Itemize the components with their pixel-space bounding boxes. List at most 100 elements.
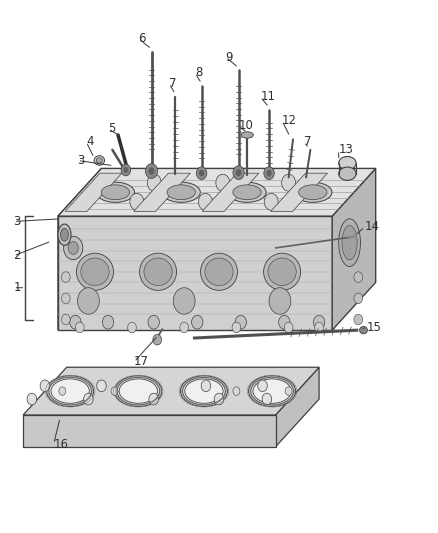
Ellipse shape [253,379,291,403]
Ellipse shape [339,219,360,266]
Ellipse shape [47,376,94,407]
Circle shape [40,380,49,392]
Circle shape [354,272,363,282]
Ellipse shape [51,379,89,403]
Circle shape [78,288,99,314]
Circle shape [124,167,128,173]
Circle shape [84,393,93,405]
Text: 6: 6 [138,32,146,45]
Ellipse shape [60,228,68,241]
Circle shape [315,322,323,333]
Polygon shape [276,367,319,447]
Ellipse shape [180,376,227,407]
Polygon shape [23,415,276,447]
Circle shape [64,236,83,260]
Ellipse shape [360,326,367,334]
Circle shape [191,316,203,329]
Ellipse shape [167,185,195,200]
Circle shape [266,170,272,176]
Circle shape [75,322,84,333]
Ellipse shape [228,182,266,203]
Text: 5: 5 [108,122,115,135]
Circle shape [173,288,195,314]
Polygon shape [58,216,332,330]
Circle shape [97,380,106,392]
Text: 3: 3 [14,215,21,228]
Ellipse shape [162,182,200,203]
Text: 3: 3 [78,154,85,167]
Circle shape [201,380,211,392]
Circle shape [314,316,325,329]
Text: 7: 7 [169,77,177,90]
Circle shape [262,393,272,405]
Circle shape [284,322,293,333]
Circle shape [264,193,278,211]
Ellipse shape [58,224,71,245]
Circle shape [61,272,70,282]
Ellipse shape [268,258,296,286]
Circle shape [198,193,212,211]
Circle shape [127,322,136,333]
Ellipse shape [77,253,113,290]
Circle shape [282,174,296,191]
Circle shape [148,316,159,329]
Text: 14: 14 [365,220,380,233]
Text: 17: 17 [134,356,149,368]
Circle shape [285,387,292,395]
Ellipse shape [185,379,223,403]
Circle shape [199,170,204,176]
Ellipse shape [96,158,102,163]
Polygon shape [58,168,102,330]
Circle shape [233,166,244,180]
Circle shape [130,193,144,211]
Ellipse shape [205,258,233,286]
Polygon shape [202,173,259,212]
Circle shape [233,387,240,395]
Ellipse shape [342,225,357,260]
Polygon shape [23,367,319,415]
Polygon shape [271,173,328,212]
Polygon shape [332,168,376,330]
Circle shape [147,174,161,191]
Circle shape [232,322,241,333]
Circle shape [148,167,155,175]
Ellipse shape [339,157,356,169]
Ellipse shape [299,185,327,200]
Circle shape [180,322,188,333]
Circle shape [121,164,131,176]
Ellipse shape [233,185,261,200]
Circle shape [235,316,247,329]
Circle shape [68,241,78,254]
Ellipse shape [140,253,177,290]
Text: 4: 4 [86,135,94,148]
Ellipse shape [94,156,105,165]
Circle shape [258,380,267,392]
Circle shape [145,164,158,179]
Circle shape [61,314,70,325]
Circle shape [27,393,37,405]
Circle shape [196,167,207,180]
Ellipse shape [293,182,332,203]
Ellipse shape [96,182,134,203]
Circle shape [149,393,159,405]
Text: 8: 8 [195,67,202,79]
Circle shape [354,314,363,325]
Circle shape [269,288,291,314]
Ellipse shape [144,258,172,286]
Circle shape [61,293,70,304]
Ellipse shape [201,253,237,290]
Text: 15: 15 [367,321,382,334]
Ellipse shape [264,253,300,290]
Text: 7: 7 [304,135,311,148]
Text: 16: 16 [53,438,69,450]
Circle shape [70,316,81,329]
Ellipse shape [249,376,296,407]
Text: 1: 1 [14,281,21,294]
Circle shape [214,393,224,405]
Text: 12: 12 [282,114,297,127]
Text: 10: 10 [239,119,254,133]
Text: 2: 2 [14,249,21,262]
Circle shape [59,387,66,395]
Ellipse shape [339,167,356,180]
Ellipse shape [115,376,162,407]
